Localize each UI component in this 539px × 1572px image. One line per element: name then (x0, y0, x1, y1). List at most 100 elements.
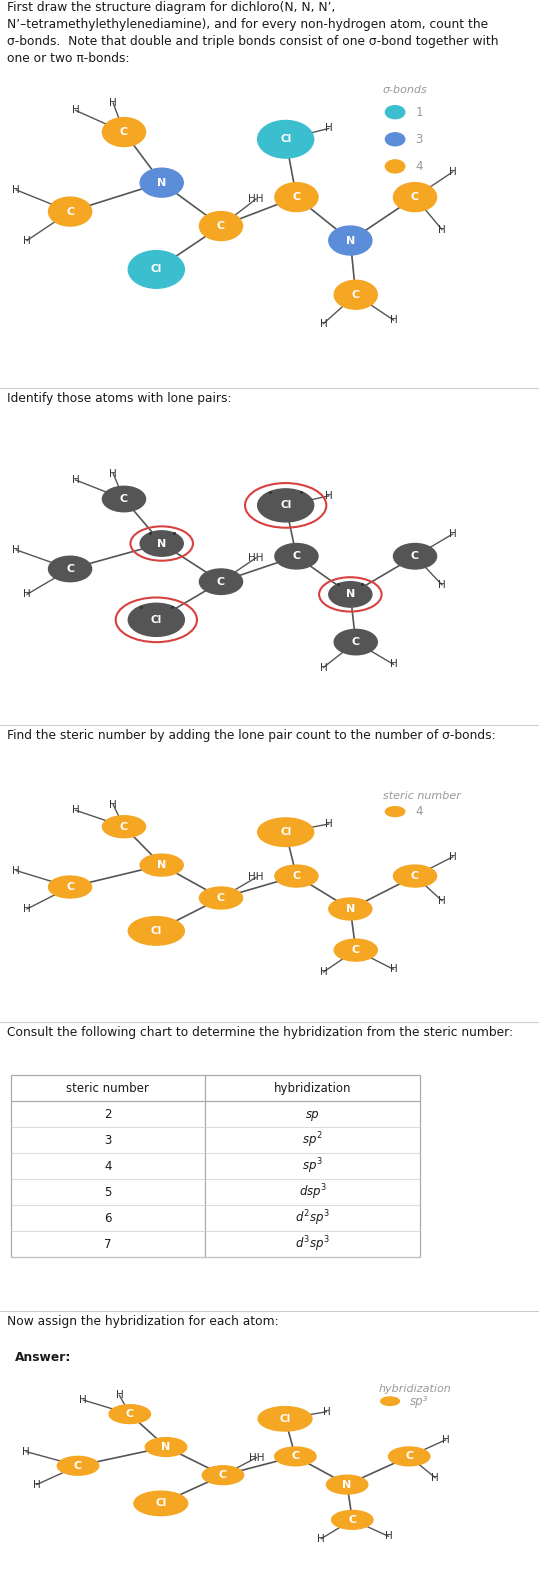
Text: C: C (217, 893, 225, 902)
Text: H: H (109, 800, 117, 810)
Text: N: N (345, 904, 355, 913)
Text: hybridization: hybridization (274, 1082, 351, 1094)
Circle shape (393, 544, 437, 569)
Text: H: H (109, 97, 117, 108)
Circle shape (109, 1405, 150, 1424)
Circle shape (202, 1465, 244, 1484)
Circle shape (140, 531, 183, 556)
Circle shape (134, 1492, 188, 1515)
Text: N: N (157, 539, 167, 549)
Text: 4: 4 (416, 805, 423, 817)
Text: Answer:: Answer: (15, 1352, 71, 1364)
Text: C: C (120, 494, 128, 505)
Text: $dsp^3$: $dsp^3$ (299, 1182, 327, 1203)
Text: C: C (292, 192, 301, 203)
Text: C: C (217, 222, 225, 231)
Circle shape (385, 160, 405, 173)
Text: H: H (12, 866, 20, 876)
Text: 4: 4 (416, 160, 423, 173)
Circle shape (258, 817, 314, 846)
Bar (11, 1075, 420, 1258)
Text: H: H (390, 659, 397, 670)
Circle shape (331, 1511, 373, 1530)
Text: H: H (385, 1531, 392, 1541)
Circle shape (389, 1446, 430, 1465)
Text: C: C (351, 945, 360, 956)
Circle shape (381, 1398, 399, 1405)
Text: H: H (325, 124, 333, 134)
Circle shape (128, 604, 184, 637)
Text: C: C (126, 1409, 134, 1420)
Circle shape (327, 1475, 368, 1493)
Circle shape (258, 489, 314, 522)
Circle shape (258, 1407, 312, 1431)
Text: Now assign the hybridization for each atom:: Now assign the hybridization for each at… (7, 1314, 279, 1328)
Text: H: H (23, 590, 31, 599)
Text: 7: 7 (104, 1237, 112, 1251)
Text: $sp^3$: $sp^3$ (302, 1157, 323, 1176)
Text: H: H (438, 896, 446, 905)
Circle shape (199, 212, 243, 241)
Circle shape (102, 486, 146, 512)
Text: hybridization: hybridization (378, 1383, 451, 1393)
Text: Consult the following chart to determine the hybridization from the steric numbe: Consult the following chart to determine… (7, 1027, 513, 1039)
Circle shape (334, 629, 377, 656)
Text: HH: HH (249, 1453, 264, 1462)
Text: 2: 2 (104, 1108, 112, 1121)
Text: sp³: sp³ (410, 1394, 428, 1407)
Text: Cl: Cl (280, 827, 291, 838)
Circle shape (199, 887, 243, 909)
Circle shape (102, 816, 146, 838)
Text: $d^3sp^3$: $d^3sp^3$ (295, 1234, 330, 1254)
Circle shape (275, 865, 318, 887)
Text: sp: sp (306, 1108, 320, 1121)
Text: HH: HH (248, 872, 264, 882)
Text: steric number: steric number (66, 1082, 149, 1094)
Text: H: H (23, 236, 31, 245)
Circle shape (393, 182, 437, 212)
Circle shape (140, 854, 183, 876)
Circle shape (258, 121, 314, 159)
Text: C: C (66, 206, 74, 217)
Circle shape (49, 196, 92, 226)
Text: Cl: Cl (280, 500, 291, 511)
Text: H: H (438, 580, 446, 590)
Text: N: N (345, 236, 355, 245)
Text: N: N (345, 590, 355, 599)
Text: H: H (320, 967, 327, 978)
Text: C: C (411, 552, 419, 561)
Text: N: N (157, 178, 167, 187)
Text: $sp^2$: $sp^2$ (302, 1130, 323, 1151)
Text: 1: 1 (416, 105, 423, 118)
Text: C: C (411, 192, 419, 203)
Text: H: H (441, 1435, 450, 1445)
Text: 4: 4 (104, 1160, 112, 1173)
Circle shape (329, 898, 372, 920)
Text: H: H (438, 225, 446, 234)
Text: H: H (12, 545, 20, 555)
Text: C: C (66, 882, 74, 891)
Text: C: C (217, 577, 225, 586)
Text: Cl: Cl (151, 926, 162, 935)
Text: C: C (292, 552, 301, 561)
Circle shape (385, 132, 405, 146)
Text: N: N (161, 1442, 171, 1453)
Text: H: H (325, 819, 333, 828)
Text: Cl: Cl (151, 615, 162, 624)
Text: Cl: Cl (151, 264, 162, 275)
Text: steric number: steric number (383, 791, 460, 802)
Text: σ-bonds: σ-bonds (383, 85, 427, 94)
Circle shape (102, 118, 146, 146)
Circle shape (199, 569, 243, 594)
Text: 5: 5 (104, 1185, 112, 1199)
Circle shape (385, 806, 405, 816)
Text: Identify those atoms with lone pairs:: Identify those atoms with lone pairs: (7, 393, 232, 406)
Text: C: C (219, 1470, 227, 1481)
Text: Cl: Cl (279, 1413, 291, 1424)
Circle shape (275, 544, 318, 569)
Text: C: C (74, 1460, 82, 1471)
Text: H: H (449, 852, 457, 861)
Text: H: H (23, 1446, 30, 1457)
Text: C: C (120, 127, 128, 137)
Text: C: C (405, 1451, 413, 1462)
